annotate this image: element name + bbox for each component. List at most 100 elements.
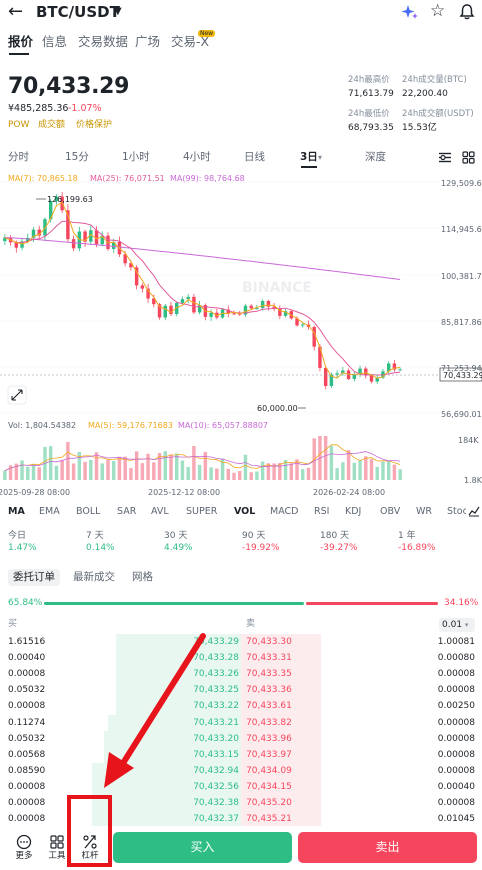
vol-ma5-legend: MA(5): 59,176.71683 xyxy=(88,421,173,430)
chevron-down-icon[interactable]: ▼ xyxy=(114,6,122,17)
order-book-row[interactable]: 0.00008 70,432.38 70,435.20 0.00008 xyxy=(0,795,482,812)
fullscreen-icon[interactable] xyxy=(7,385,27,405)
order-book-row[interactable]: 0.00008 70,432.37 70,435.21 0.01045 xyxy=(0,811,482,826)
indicator-avl[interactable]: AVL xyxy=(151,506,169,517)
order-book-row[interactable]: 0.05032 70,433.25 70,433.36 0.00008 xyxy=(0,682,482,700)
tab-grid[interactable]: 网格 xyxy=(132,571,153,583)
tag-turnover[interactable]: 成交额 xyxy=(38,120,66,130)
order-book-row[interactable]: 0.08590 70,432.94 70,434.09 0.00008 xyxy=(0,762,482,780)
bid-quantity: 0.00008 xyxy=(8,814,46,825)
ask-quantity: 0.01045 xyxy=(437,814,475,825)
tab-trading-data[interactable]: 交易数据 xyxy=(78,34,129,49)
interval-4h[interactable]: 4小时 xyxy=(183,151,211,163)
bid-price: 70,433.20 xyxy=(193,733,239,744)
order-book-row[interactable]: 0.00040 70,433.28 70,433.31 0.00080 xyxy=(0,650,482,668)
indicator-macd[interactable]: MACD xyxy=(270,506,299,517)
candle-body xyxy=(83,231,87,242)
tab-latest-trades[interactable]: 最新成交 xyxy=(73,571,115,583)
candle-body xyxy=(209,312,213,317)
sell-button[interactable]: 卖出 xyxy=(298,832,477,863)
indicator-super[interactable]: SUPER xyxy=(186,506,218,517)
volume-bar xyxy=(31,464,36,480)
volume-bar xyxy=(175,453,179,480)
candle-body xyxy=(358,368,362,375)
bid-quantity: 0.00008 xyxy=(8,781,46,792)
candle-body xyxy=(312,327,316,347)
ask-depth-bar xyxy=(241,698,321,716)
bid-quantity: 0.05032 xyxy=(8,733,46,744)
precision-select[interactable]: 0.01 ▾ xyxy=(439,618,475,632)
volume-bar xyxy=(48,446,53,480)
bell-icon[interactable] xyxy=(458,3,476,21)
volume-bar xyxy=(346,450,351,480)
order-book-row[interactable]: 0.05032 70,433.20 70,433.96 0.00008 xyxy=(0,730,482,748)
order-book-row[interactable]: 0.11274 70,433.21 70,433.82 0.00008 xyxy=(0,714,482,732)
vol-legend: Vol: 1,804.54382 xyxy=(8,421,76,430)
tab-quote[interactable]: 报价 xyxy=(8,34,34,49)
buy-button[interactable]: 买入 xyxy=(113,832,292,863)
interval-3d[interactable]: 3日 xyxy=(300,151,318,163)
stat-vol-btc-label: 24h成交量(BTC) xyxy=(402,75,467,85)
indicator-ma[interactable]: MA xyxy=(8,506,25,517)
back-arrow-icon[interactable]: ← xyxy=(8,1,24,22)
ask-quantity: 0.00250 xyxy=(437,701,475,712)
volume-bar xyxy=(341,462,345,480)
indicator-rsi[interactable]: RSI xyxy=(314,506,330,517)
stat-low: 68,793.35 xyxy=(348,123,394,133)
candle-body xyxy=(392,363,397,370)
indicator-sar[interactable]: SAR xyxy=(117,506,137,517)
indicator-settings-icon[interactable] xyxy=(468,505,480,517)
volume-bar xyxy=(243,454,248,480)
sell-ratio-bar xyxy=(306,602,438,605)
tab-trade-x[interactable]: 交易-X xyxy=(171,34,210,49)
indicator-obv[interactable]: OBV xyxy=(380,506,401,517)
interval-15m[interactable]: 15分 xyxy=(65,151,89,163)
tag-pow[interactable]: POW xyxy=(8,120,30,130)
vol-tick-high: 184K xyxy=(458,436,479,445)
pair-title[interactable]: BTC/USDT xyxy=(36,3,120,21)
volume-bar xyxy=(14,463,19,480)
leverage-label[interactable]: 杠杆 xyxy=(81,851,99,861)
indicator-stoch[interactable]: Stoc xyxy=(447,506,466,517)
interval-1d[interactable]: 日线 xyxy=(244,151,265,163)
indicator-vol[interactable]: VOL xyxy=(234,506,256,517)
candle-body xyxy=(129,263,133,268)
order-book-row[interactable]: 0.00568 70,433.15 70,433.97 0.00008 xyxy=(0,746,482,764)
stat-vol-btc: 22,200.40 xyxy=(402,89,448,99)
order-book-row[interactable]: 0.00008 70,433.22 70,433.61 0.00250 xyxy=(0,698,482,716)
star-icon[interactable]: ☆ xyxy=(430,1,446,21)
new-badge: New xyxy=(198,30,216,37)
candle-body xyxy=(278,308,282,316)
indicator-boll[interactable]: BOLL xyxy=(76,506,101,517)
grid-layout-icon[interactable] xyxy=(462,151,475,164)
tag-price-protection[interactable]: 价格保护 xyxy=(76,120,113,130)
more-icon[interactable] xyxy=(13,834,35,850)
tools-label[interactable]: 工具 xyxy=(48,851,66,861)
chart-settings-icon[interactable] xyxy=(438,151,452,164)
tab-order-book[interactable]: 委托订单 xyxy=(8,569,60,586)
indicator-kdj[interactable]: KDJ xyxy=(345,506,362,517)
order-book-row[interactable]: 0.00008 70,433.26 70,433.35 0.00008 xyxy=(0,666,482,684)
candle-body xyxy=(329,374,334,387)
leverage-icon[interactable] xyxy=(79,834,101,850)
volume-bar xyxy=(54,465,59,480)
volume-bar xyxy=(100,463,104,480)
interval-more-caret-icon[interactable]: ▾ xyxy=(318,153,323,162)
candle-body xyxy=(146,288,150,299)
interval-timeline[interactable]: 分时 xyxy=(8,151,29,163)
indicator-ema[interactable]: EMA xyxy=(39,506,60,517)
indicator-wr[interactable]: WR xyxy=(416,506,432,517)
order-book-row[interactable]: 1.61516 70,433.29 70,433.30 1.00081 xyxy=(0,634,482,651)
tools-icon[interactable] xyxy=(46,834,68,850)
tab-square[interactable]: 广场 xyxy=(135,34,161,49)
more-label[interactable]: 更多 xyxy=(15,851,33,861)
interval-1h[interactable]: 1小时 xyxy=(122,151,150,163)
volume-bar xyxy=(83,461,87,480)
tab-info[interactable]: 信息 xyxy=(42,34,68,49)
candlestick-chart[interactable]: BINANCE 70,433.29 129,509.62 114,945.69 … xyxy=(0,170,482,500)
candle-body xyxy=(180,299,185,303)
interval-depth[interactable]: 深度 xyxy=(365,151,386,163)
candle-body xyxy=(197,305,202,313)
ai-sparkle-icon[interactable] xyxy=(400,3,420,23)
order-book-row[interactable]: 0.00008 70,432.56 70,434.15 0.00040 xyxy=(0,778,482,796)
